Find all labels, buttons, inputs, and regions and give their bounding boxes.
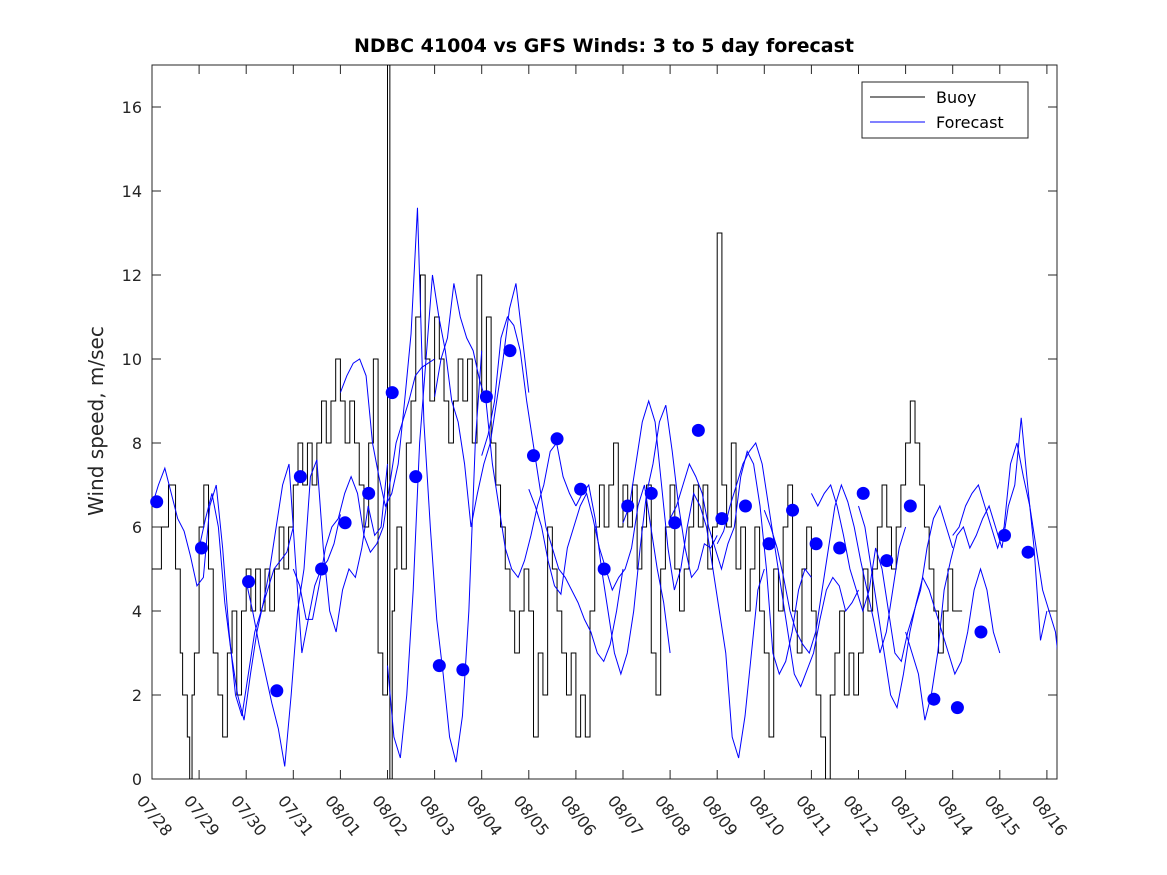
forecast-marker [597,562,611,576]
forecast-marker [432,659,446,673]
y-axis-label: Wind speed, m/sec [84,326,108,516]
forecast-marker [385,386,399,400]
forecast-series-line [292,358,435,620]
legend-buoy-label: Buoy [936,88,976,107]
forecast-marker [456,663,470,677]
forecast-marker [479,390,493,404]
forecast-marker [550,432,564,446]
forecast-series-line [198,463,341,721]
forecast-series-line [716,441,859,688]
forecast-marker [974,625,988,639]
forecast-marker [809,537,823,551]
forecast-series-line [858,505,1001,710]
y-tick-label: 14 [122,182,142,201]
forecast-marker [315,562,329,576]
y-tick-label: 12 [122,266,142,285]
forecast-marker [644,486,658,500]
forecast-series-line [387,274,530,759]
y-tick-label: 10 [122,350,142,369]
forecast-marker [150,495,164,509]
forecast-marker [293,470,307,484]
forecast-series-line [622,399,765,759]
y-tick-label: 8 [132,434,142,453]
forecast-series-line [528,484,671,654]
forecast-series-line [952,442,1057,651]
legend-box [861,81,1029,139]
forecast-marker [715,512,729,526]
forecast-marker [833,541,847,555]
forecast-series-line [810,483,954,663]
forecast-marker [856,486,870,500]
forecast-marker [738,499,752,513]
y-tick-label: 4 [132,602,142,621]
buoy-series-line [152,65,963,779]
forecast-series-line [152,466,294,717]
forecast-series-line [763,483,907,655]
y-tick-label: 2 [132,686,142,705]
y-tick-label: 6 [132,518,142,537]
forecast-marker [927,692,941,706]
forecast-marker [242,575,256,589]
forecast-series-line [339,207,483,763]
forecast-marker [998,528,1012,542]
forecast-marker [574,482,588,496]
forecast-marker [691,423,705,437]
forecast-marker [786,503,800,517]
forecast-marker [621,499,635,513]
forecast-marker [362,486,376,500]
y-tick-label: 16 [122,98,142,117]
forecast-series-line [669,449,812,676]
forecast-marker [503,344,517,358]
forecast-marker [668,516,682,530]
forecast-marker [527,449,541,463]
forecast-marker [270,684,284,698]
forecast-series-line [434,283,577,579]
forecast-marker [338,516,352,530]
forecast-marker [409,470,423,484]
forecast-marker [903,499,917,513]
forecast-marker [950,701,964,715]
chart-title: NDBC 41004 vs GFS Winds: 3 to 5 day fore… [354,35,854,57]
forecast-marker [1021,545,1035,559]
legend-forecast-label: Forecast [936,113,1004,132]
legend: Buoy Forecast [861,81,1029,139]
forecast-marker [194,541,208,555]
axes-box [151,64,1058,780]
forecast-marker [762,537,776,551]
forecast-series-line [481,315,624,663]
y-tick-label: 0 [132,770,142,789]
forecast-marker [880,554,894,568]
